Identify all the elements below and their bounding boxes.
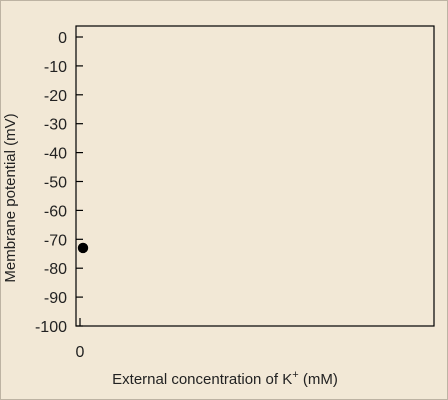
y-axis-ticks: 0 -10 -20 -30 -40 -50 -60 -70 -80 -90 -100 <box>35 30 83 336</box>
y-tick-label: 0 <box>58 30 67 47</box>
y-tick-label: -10 <box>44 59 67 76</box>
y-tick-label: -50 <box>44 175 67 192</box>
y-tick-label: -30 <box>44 117 67 134</box>
y-tick-label: -70 <box>44 232 67 249</box>
x-axis-ticks: 035102050100200700 <box>76 318 85 361</box>
data-point <box>77 242 89 254</box>
y-tick-label: -100 <box>35 319 67 336</box>
x-tick-label: 0 <box>76 344 85 361</box>
y-tick-label: -80 <box>44 261 67 278</box>
y-tick-label: -60 <box>44 203 67 220</box>
y-axis-label: Membrane potential (mV) <box>2 113 19 282</box>
plot-area <box>75 25 435 327</box>
x-axis-label-unit: (mM) <box>299 371 338 388</box>
y-tick-label: -20 <box>44 88 67 105</box>
data-points <box>77 242 89 254</box>
y-tick-label: -90 <box>44 290 67 307</box>
x-axis-label: External concentration of K+ (mM) <box>112 369 338 388</box>
x-axis-label-superscript: + <box>292 369 298 381</box>
y-tick-label: -40 <box>44 146 67 163</box>
